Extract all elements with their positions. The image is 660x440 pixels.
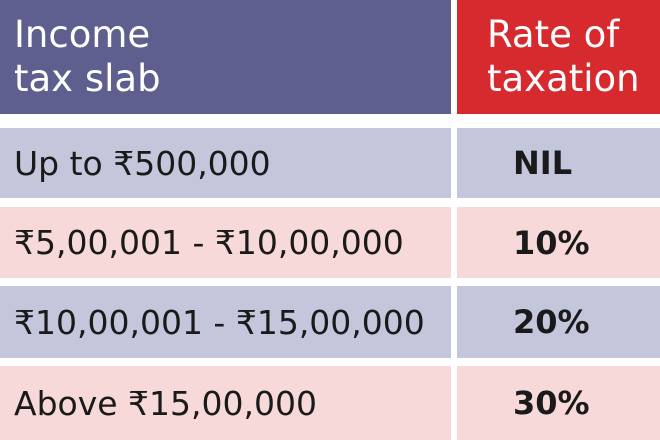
rate-cell: NIL — [457, 128, 660, 198]
rate-cell: 10% — [457, 207, 660, 278]
rate-text: 10% — [513, 223, 590, 262]
slab-text: ₹10,00,001 - ₹15,00,000 — [14, 302, 425, 342]
slab-cell: Up to ₹500,000 — [0, 128, 451, 198]
rate-cell: 20% — [457, 286, 660, 358]
rate-text: NIL — [513, 144, 573, 182]
slab-cell: ₹10,00,001 - ₹15,00,000 — [0, 286, 451, 358]
header-cell-slab: Income tax slab — [0, 0, 451, 114]
header-cell-rate: Rate of taxation — [457, 0, 660, 114]
slab-text: Above ₹15,00,000 — [14, 383, 317, 423]
table-row: ₹10,00,001 - ₹15,00,000 20% — [0, 286, 660, 358]
slab-text: ₹5,00,001 - ₹10,00,000 — [14, 223, 404, 262]
slab-cell: Above ₹15,00,000 — [0, 366, 451, 440]
rate-text: 20% — [513, 303, 590, 341]
table-row: Up to ₹500,000 NIL — [0, 128, 660, 198]
table-header: Income tax slab Rate of taxation — [0, 0, 660, 114]
header-label-slab: Income tax slab — [14, 13, 161, 100]
rate-text: 30% — [513, 384, 590, 422]
slab-cell: ₹5,00,001 - ₹10,00,000 — [0, 207, 451, 278]
table-row: Above ₹15,00,000 30% — [0, 366, 660, 440]
header-label-rate: Rate of taxation — [487, 13, 640, 100]
rate-cell: 30% — [457, 366, 660, 440]
table-row: ₹5,00,001 - ₹10,00,000 10% — [0, 207, 660, 278]
slab-text: Up to ₹500,000 — [14, 143, 271, 183]
